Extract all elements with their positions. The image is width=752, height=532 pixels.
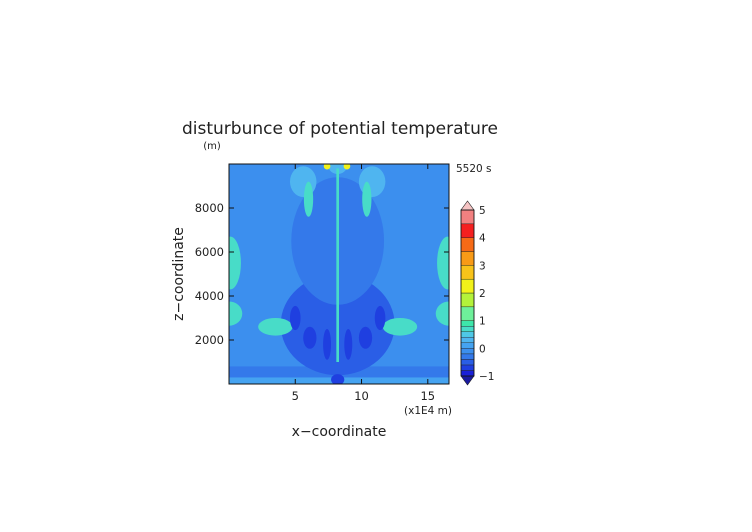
y-tick-label: 6000: [195, 245, 224, 259]
field-region-6: [229, 236, 241, 290]
field-region-18: [323, 329, 332, 360]
heatmap-field: [229, 164, 449, 384]
x-unit-label: (x1E4 m): [404, 405, 452, 417]
colorbar-segment: [460, 370, 475, 377]
colorbar-segment: [460, 331, 475, 338]
field-region-7: [437, 236, 449, 290]
chart-title: disturbunce of potential temperature: [182, 119, 498, 139]
field-region-13: [362, 181, 372, 217]
field-region-16: [303, 326, 317, 349]
y-tick-label: 2000: [195, 333, 224, 347]
field-region-20: [331, 374, 345, 384]
field-region-23: [343, 164, 351, 170]
colorbar-segment: [460, 348, 475, 355]
colorbar-segment: [460, 359, 475, 366]
colorbar-segment: [460, 292, 475, 308]
field-region-4: [229, 301, 243, 326]
colorbar-segment: [460, 237, 475, 252]
colorbar-segment: [460, 209, 475, 225]
colorbar-tick-label: −1: [479, 371, 494, 383]
colorbar-tick-label: 4: [479, 233, 486, 245]
field-region-19: [344, 329, 353, 360]
colorbar-tick-label: 5: [479, 205, 486, 217]
field-region-14: [289, 305, 301, 331]
colorbar-tick-label: 0: [479, 343, 486, 355]
field-region-17: [358, 326, 373, 349]
field-region-24: [336, 168, 339, 362]
field-region-22: [323, 164, 331, 170]
colorbar-segment: [460, 320, 475, 327]
y-tick-label: 4000: [195, 289, 224, 303]
field-region-5: [435, 301, 449, 326]
colorbar: −1 0 1 2 3 4 5: [460, 200, 494, 386]
colorbar-tick-label: 2: [479, 288, 486, 300]
colorbar-segment: [460, 223, 475, 238]
x-axis: 5 10 15: [292, 164, 435, 403]
x-tick-label: 15: [420, 389, 435, 403]
colorbar-under-triangle: [460, 375, 475, 386]
y-tick-label: 8000: [195, 201, 224, 215]
colorbar-segment: [460, 278, 475, 294]
colorbar-segment: [460, 337, 475, 343]
colorbar-tick-label: 1: [479, 316, 486, 328]
colorbar-segment: [460, 251, 475, 266]
y-unit-label: (m): [203, 141, 221, 152]
colorbar-over-triangle: [460, 200, 475, 211]
colorbar-segment: [460, 326, 475, 332]
field-region-12: [303, 181, 314, 217]
field-region-8: [258, 318, 293, 336]
time-label: 5520 s: [456, 163, 492, 175]
field-region-15: [374, 305, 386, 331]
y-axis-label: z−coordinate: [171, 227, 187, 321]
x-tick-label: 10: [354, 389, 369, 403]
colorbar-segment: [460, 353, 475, 360]
plot-frame: [228, 163, 450, 385]
colorbar-tick-label: 3: [479, 260, 486, 272]
field-region-9: [382, 318, 418, 336]
colorbar-segment: [460, 306, 475, 321]
colorbar-segment: [460, 265, 475, 280]
x-axis-label: x−coordinate: [292, 424, 387, 440]
colorbar-segment: [460, 342, 475, 349]
colorbar-frame: [460, 209, 475, 377]
colorbar-segment: [460, 364, 475, 371]
y-axis: 2000 4000 6000 8000: [195, 201, 449, 347]
x-tick-label: 5: [292, 389, 299, 403]
